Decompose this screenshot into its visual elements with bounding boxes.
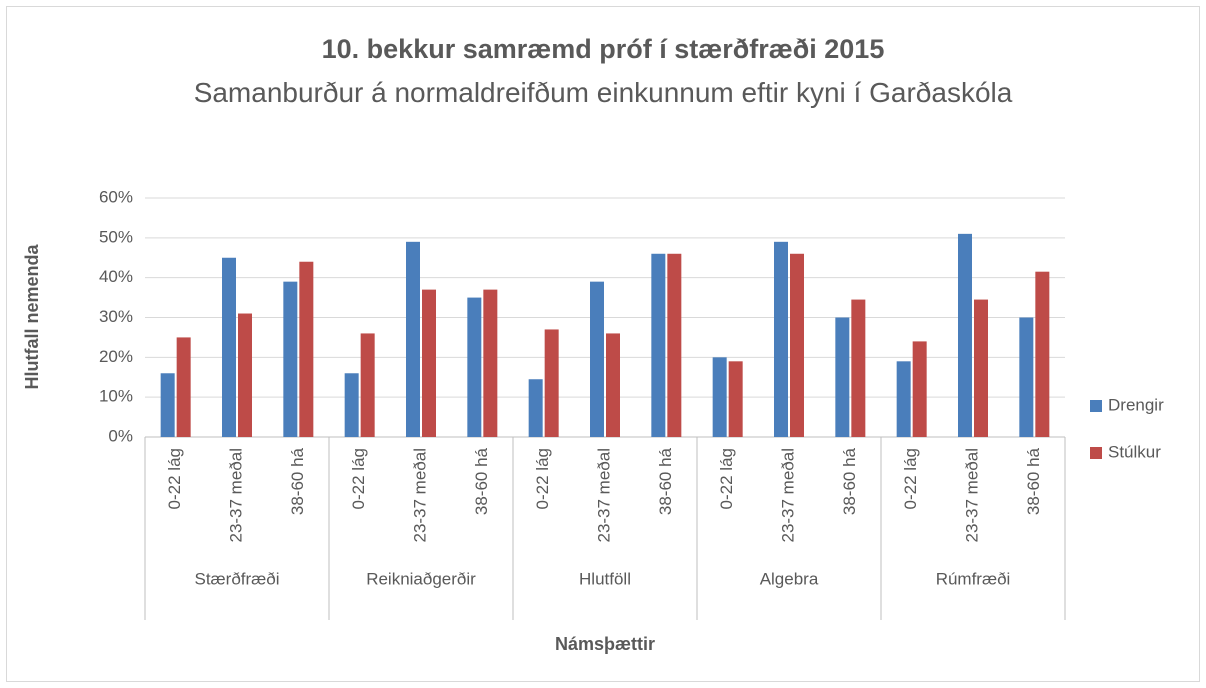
bar bbox=[544, 329, 559, 437]
x-tick-label: 0-22 lág bbox=[717, 448, 736, 509]
bar bbox=[406, 241, 420, 437]
bar bbox=[590, 281, 604, 437]
y-tick-label: 0% bbox=[108, 426, 133, 445]
x-tick-label: 23-37 meðal bbox=[962, 448, 981, 543]
bar bbox=[851, 299, 866, 437]
bar bbox=[360, 333, 375, 437]
bar bbox=[238, 313, 252, 437]
bar bbox=[790, 253, 804, 437]
bar bbox=[1035, 271, 1050, 437]
x-tick-label: 38-60 há bbox=[656, 447, 675, 515]
bar bbox=[176, 337, 191, 437]
chart-border bbox=[6, 6, 1200, 682]
x-tick-label: 0-22 lág bbox=[901, 448, 920, 509]
x-tick-label: 38-60 há bbox=[840, 447, 859, 515]
x-tick-label: 38-60 há bbox=[288, 447, 307, 515]
group-label: Rúmfræði bbox=[936, 569, 1011, 588]
x-tick-label: 38-60 há bbox=[1024, 447, 1043, 515]
bar bbox=[528, 379, 543, 437]
bar bbox=[422, 289, 436, 437]
chart-title: 10. bekkur samræmd próf í stærðfræði 201… bbox=[321, 34, 885, 64]
y-tick-label: 10% bbox=[99, 387, 133, 406]
y-tick-label: 50% bbox=[99, 227, 133, 246]
bar bbox=[283, 281, 298, 437]
bar bbox=[160, 373, 175, 437]
x-tick-label: 23-37 meðal bbox=[594, 448, 613, 543]
x-tick-label: 0-22 lág bbox=[165, 448, 184, 509]
x-tick-label: 23-37 meðal bbox=[410, 448, 429, 543]
legend-label: Stúlkur bbox=[1108, 442, 1161, 461]
x-tick-label: 0-22 lág bbox=[349, 448, 368, 509]
legend-swatch bbox=[1090, 447, 1102, 459]
y-tick-label: 40% bbox=[99, 267, 133, 286]
group-label: Reikniaðgerðir bbox=[366, 569, 476, 588]
x-tick-label: 23-37 meðal bbox=[226, 448, 245, 543]
y-tick-label: 30% bbox=[99, 307, 133, 326]
bar bbox=[896, 361, 911, 437]
bar bbox=[774, 241, 788, 437]
y-tick-label: 20% bbox=[99, 347, 133, 366]
bar bbox=[728, 361, 743, 437]
bar bbox=[651, 253, 666, 437]
bar bbox=[483, 289, 498, 437]
x-tick-label: 0-22 lág bbox=[533, 448, 552, 509]
bar bbox=[1019, 317, 1034, 437]
bar bbox=[835, 317, 850, 437]
x-tick-label: 38-60 há bbox=[472, 447, 491, 515]
bar bbox=[667, 253, 682, 437]
bar bbox=[712, 357, 727, 437]
group-label: Stærðfræði bbox=[194, 569, 279, 588]
group-label: Hlutföll bbox=[579, 569, 631, 588]
bar bbox=[344, 373, 359, 437]
bar bbox=[958, 233, 972, 437]
x-tick-label: 23-37 meðal bbox=[778, 448, 797, 543]
x-axis-title: Námsþættir bbox=[555, 634, 655, 654]
bar bbox=[974, 299, 988, 437]
bar bbox=[299, 261, 314, 437]
bar bbox=[222, 257, 236, 437]
bar bbox=[912, 341, 927, 437]
legend-label: Drengir bbox=[1108, 395, 1164, 414]
bar bbox=[606, 333, 620, 437]
y-tick-label: 60% bbox=[99, 187, 133, 206]
y-axis-title: Hlutfall nemenda bbox=[22, 244, 42, 390]
titles: 10. bekkur samræmd próf í stærðfræði 201… bbox=[193, 28, 1013, 115]
legend-swatch bbox=[1090, 400, 1102, 412]
bar bbox=[467, 297, 482, 437]
group-label: Algebra bbox=[760, 569, 819, 588]
chart-subtitle: Samanburður á normaldreifðum einkunnum e… bbox=[193, 77, 1013, 108]
